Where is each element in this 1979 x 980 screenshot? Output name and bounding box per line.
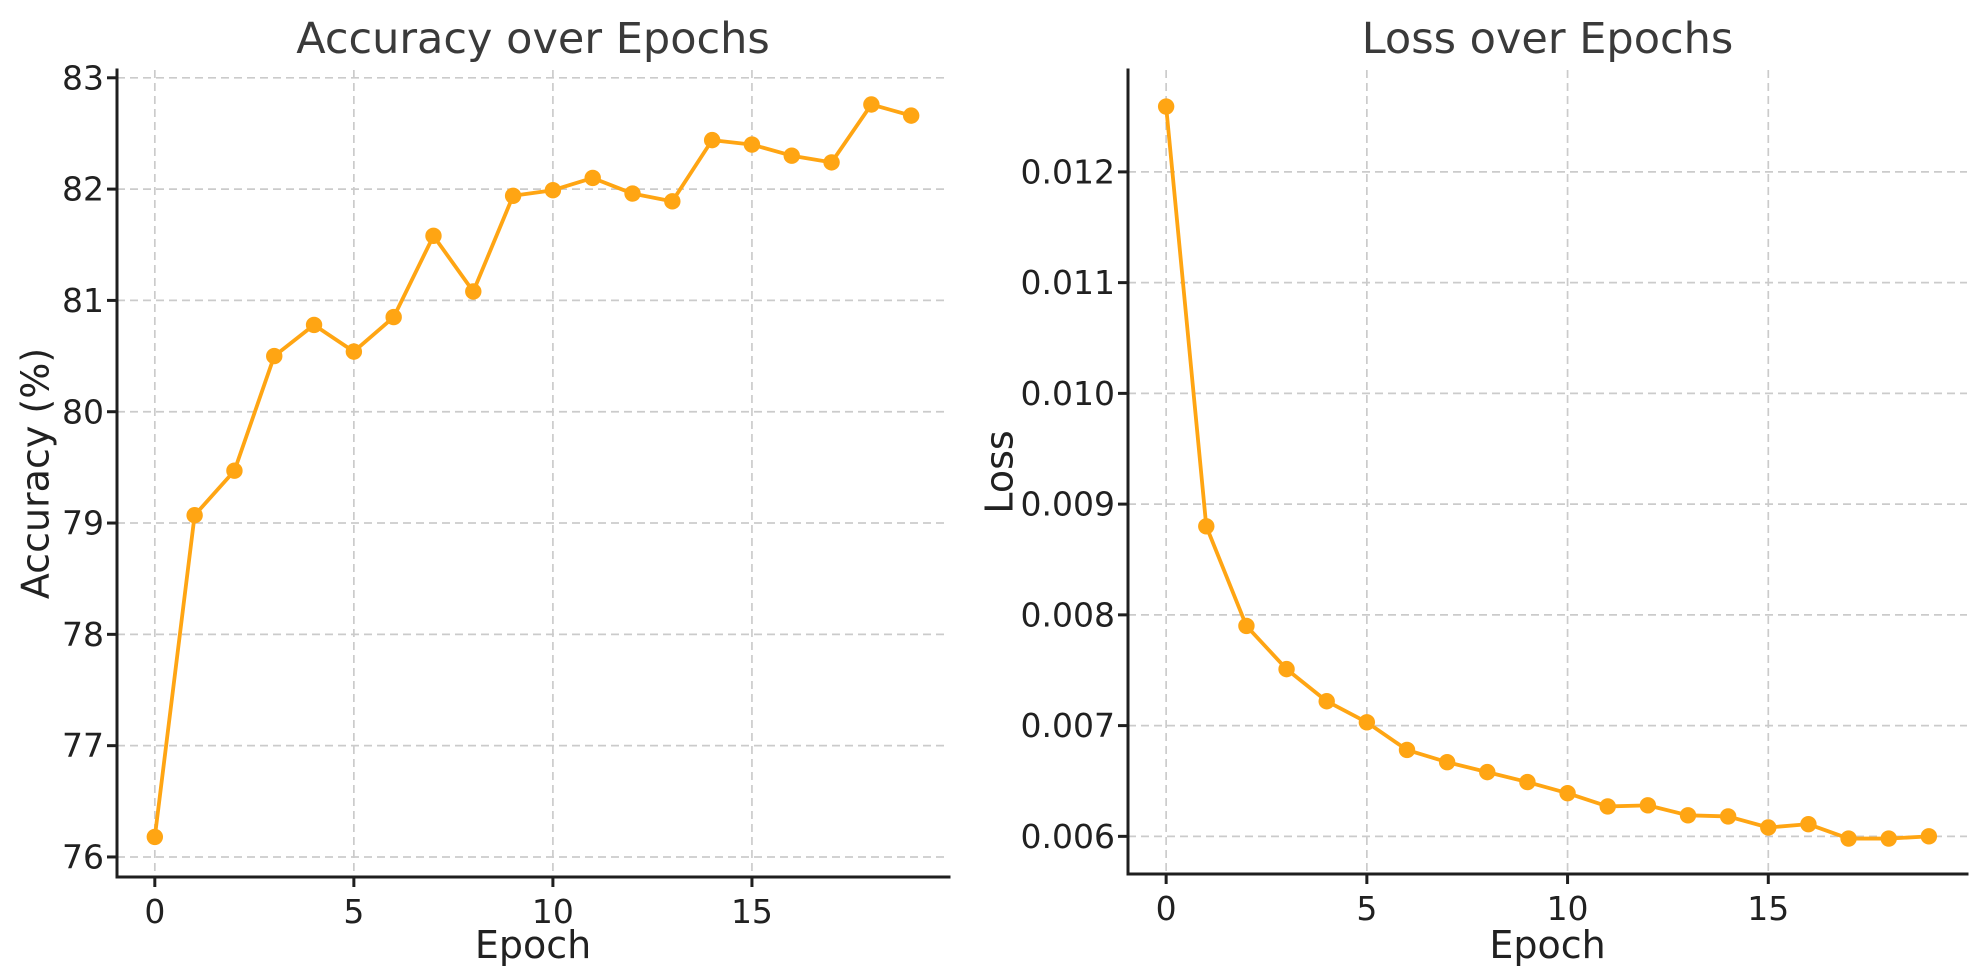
data-point [584, 169, 601, 187]
data-point [1278, 660, 1295, 678]
y-tick-label: 0.011 [1021, 263, 1115, 302]
loss-chart: 0 5 10 15 0.006 0.007 0.008 0.009 0.010 0.011 0.01… [977, 14, 1969, 967]
y-tick-label: 0.008 [1021, 595, 1115, 634]
x-tick-label: 5 [343, 892, 364, 931]
y-tick-label: 0.012 [1021, 152, 1115, 191]
data-point [1639, 797, 1657, 814]
chart-title: Loss over Epochs [1362, 14, 1734, 64]
y-tick-label: 76 [62, 838, 104, 877]
data-point [186, 507, 203, 524]
data-point [743, 136, 761, 153]
data-point [664, 193, 681, 210]
x-tick-label: 5 [1356, 889, 1377, 928]
data-point [1760, 819, 1777, 836]
x-tick-label: 10 [532, 892, 574, 931]
data-point [624, 185, 641, 202]
data-point [783, 147, 800, 164]
x-axis-label: Epoch [475, 923, 591, 967]
x-tick-label: 0 [1156, 889, 1177, 928]
data-point [1479, 763, 1496, 781]
data-point [504, 187, 522, 204]
data-point [465, 283, 482, 300]
chart-title: Accuracy over Epochs [296, 14, 770, 64]
data-point [823, 154, 840, 171]
x-axis-label: Epoch [1489, 923, 1605, 967]
accuracy-series-line [152, 102, 914, 839]
data-point [1840, 830, 1857, 847]
data-point [1398, 741, 1416, 759]
data-point [146, 828, 164, 846]
x-tick-label: 15 [1747, 889, 1789, 928]
data-point [1920, 828, 1938, 845]
data-point [863, 96, 880, 113]
y-tick-label: 0.007 [1021, 706, 1115, 745]
y-axis-label: Loss [977, 430, 1021, 513]
y-tick-label: 0.010 [1021, 374, 1115, 413]
data-point [1519, 773, 1536, 791]
y-axis-label: Accuracy (%) [13, 348, 57, 599]
data-point [1198, 518, 1215, 535]
loss-series-line [1164, 104, 1931, 841]
loss-gridlines [1128, 70, 1967, 874]
data-point [1800, 815, 1817, 833]
y-tick-label: 78 [62, 615, 104, 654]
y-tick-label: 0.006 [1021, 817, 1115, 856]
data-point [902, 107, 920, 124]
data-point [305, 316, 323, 334]
y-tick-label: 79 [62, 504, 104, 543]
data-point [385, 308, 402, 326]
x-tick-label: 15 [731, 892, 773, 931]
y-tick-label: 0.009 [1021, 485, 1115, 524]
data-point [1358, 714, 1376, 731]
data-point [1438, 753, 1456, 771]
data-point [1559, 784, 1576, 802]
data-point [1157, 98, 1175, 115]
y-tick-label: 81 [62, 281, 104, 320]
accuracy-chart: 0 5 10 15 76 77 78 79 80 81 82 83 Accuracy over Epoc… [13, 14, 951, 967]
data-point [1599, 798, 1616, 815]
data-point [1880, 830, 1897, 847]
data-point [703, 131, 721, 149]
x-tick-label: 0 [144, 892, 165, 931]
data-point [1318, 693, 1335, 710]
data-point [1679, 807, 1697, 824]
y-tick-label: 80 [62, 392, 104, 431]
data-point [345, 343, 363, 360]
y-tick-label: 83 [62, 58, 104, 97]
y-tick-label: 82 [62, 170, 104, 209]
data-point [266, 347, 283, 365]
data-point [1238, 617, 1255, 635]
accuracy-gridlines [117, 70, 949, 877]
data-point [425, 227, 442, 245]
data-point [226, 462, 243, 479]
x-tick-label: 10 [1547, 889, 1589, 928]
data-point [544, 182, 562, 199]
data-point [1719, 808, 1737, 825]
y-tick-label: 77 [62, 726, 104, 765]
